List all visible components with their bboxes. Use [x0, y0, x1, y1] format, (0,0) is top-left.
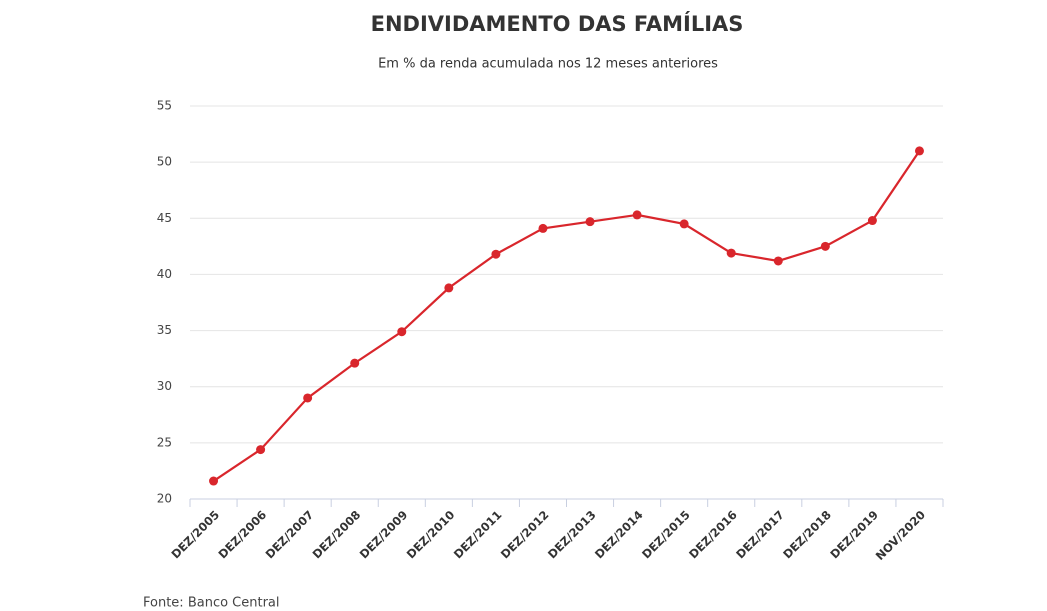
point	[632, 210, 642, 220]
x-tick-label: DEZ/2018	[780, 508, 834, 562]
y-tick-label: 40	[157, 267, 172, 281]
x-tick-label: DEZ/2011	[451, 508, 505, 562]
point	[397, 327, 407, 337]
y-tick-label: 35	[157, 323, 172, 337]
x-tick-label: DEZ/2012	[498, 508, 552, 562]
y-tick-label: 20	[157, 492, 172, 506]
chart-title: ENDIVIDAMENTO DAS FAMÍLIAS	[371, 11, 744, 36]
y-tick-label: 55	[157, 99, 172, 113]
point	[773, 256, 783, 266]
x-tick-label: DEZ/2013	[545, 508, 599, 562]
source: Fonte: Banco Central	[143, 596, 280, 611]
point	[538, 223, 548, 233]
y-tick-label: 30	[157, 379, 172, 393]
point	[726, 248, 736, 258]
point	[350, 358, 360, 368]
x-tick-label: DEZ/2008	[310, 508, 364, 562]
point	[303, 393, 313, 403]
y-tick-label: 50	[157, 155, 172, 169]
x-tick-label: DEZ/2006	[215, 508, 269, 562]
point	[444, 283, 454, 293]
point	[256, 445, 266, 455]
point	[209, 476, 219, 486]
point	[914, 146, 924, 156]
x-tick-label: DEZ/2017	[733, 508, 787, 562]
point	[491, 249, 501, 259]
x-tick-label: DEZ/2010	[404, 508, 458, 562]
point	[820, 241, 830, 251]
point	[867, 216, 877, 226]
x-tick-label: NOV/2020	[873, 508, 928, 563]
point	[679, 219, 689, 229]
y-tick-label: 25	[157, 435, 172, 449]
x-tick-label: DEZ/2005	[168, 508, 222, 562]
x-tick-label: DEZ/2014	[592, 508, 646, 562]
y-tick-label: 45	[157, 211, 172, 225]
chart-subtitle: Em % da renda acumulada nos 12 meses ant…	[378, 57, 718, 72]
x-tick-label: DEZ/2007	[263, 508, 317, 562]
point	[585, 217, 595, 227]
x-tick-label: DEZ/2016	[686, 508, 740, 562]
x-tick-label: DEZ/2009	[357, 508, 411, 562]
x-tick-label: DEZ/2015	[639, 508, 693, 562]
line	[212, 150, 921, 482]
